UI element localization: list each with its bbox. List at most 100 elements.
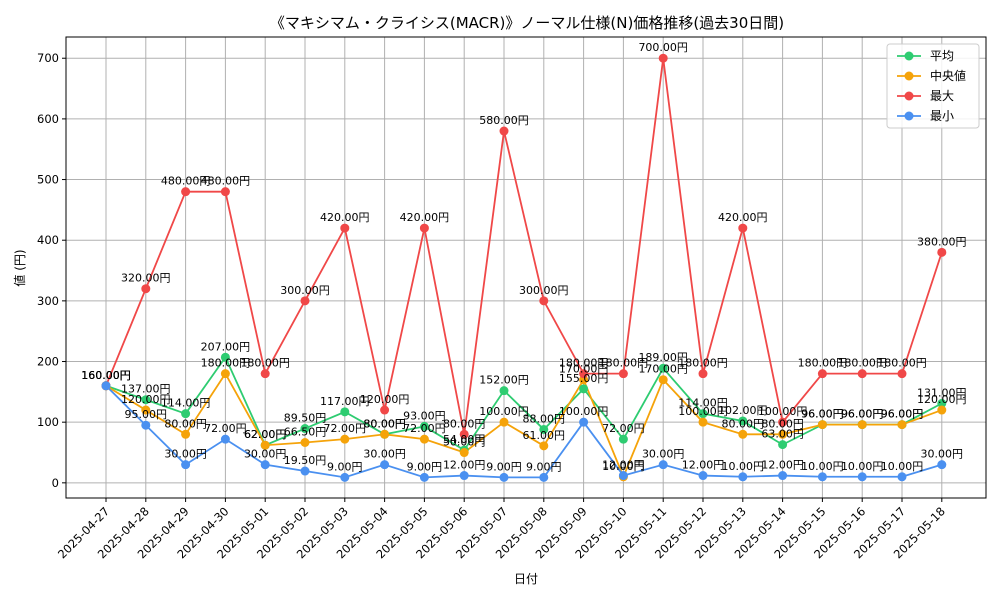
- y-tick-label: 200: [37, 355, 59, 369]
- data-point: [340, 472, 350, 482]
- data-label: 580.00円: [479, 114, 529, 127]
- data-point: [857, 420, 867, 430]
- legend-entry-label: 中央値: [930, 68, 966, 83]
- y-tick-label: 400: [37, 233, 59, 247]
- data-point: [380, 429, 390, 439]
- data-point: [778, 417, 788, 427]
- data-label: 30.00円: [642, 448, 685, 461]
- data-point: [141, 420, 151, 430]
- data-label: 155.00円: [559, 372, 609, 385]
- data-point: [738, 223, 748, 233]
- data-point: [897, 420, 907, 430]
- data-point: [778, 429, 788, 439]
- series-line-1: [105, 371, 943, 480]
- data-point: [499, 386, 509, 396]
- data-point: [340, 434, 350, 444]
- data-label: 180.00円: [201, 357, 251, 370]
- data-label: 180.00円: [798, 357, 848, 370]
- data-label: 9.00円: [327, 460, 363, 473]
- legend-swatch-marker: [904, 91, 914, 101]
- data-label: 189.00円: [638, 351, 688, 364]
- series-line-2: [105, 58, 943, 435]
- data-point: [897, 369, 907, 379]
- data-point: [459, 429, 469, 439]
- data-point: [817, 420, 827, 430]
- data-point: [220, 369, 230, 379]
- data-label: 180.00円: [877, 357, 927, 370]
- data-label: 88.00円: [523, 412, 566, 425]
- data-point: [778, 471, 788, 481]
- data-label: 180.00円: [678, 357, 728, 370]
- data-label: 9.00円: [486, 460, 522, 473]
- data-label: 114.00円: [678, 397, 728, 410]
- data-point: [220, 352, 230, 362]
- data-label: 10.00円: [722, 460, 765, 473]
- data-label: 30.00円: [921, 448, 964, 461]
- data-point: [937, 247, 947, 257]
- data-point: [658, 375, 668, 385]
- data-label: 170.00円: [638, 363, 688, 376]
- data-point: [340, 223, 350, 233]
- y-tick-label: 500: [37, 173, 59, 187]
- data-label: 80.00円: [164, 417, 207, 430]
- data-label: 30.00円: [244, 448, 287, 461]
- data-label: 30.00円: [164, 448, 207, 461]
- data-label: 300.00円: [519, 284, 569, 297]
- data-label: 180.00円: [837, 357, 887, 370]
- data-label: 96.00円: [881, 408, 924, 421]
- data-point: [658, 53, 668, 63]
- data-label: 10.00円: [602, 460, 645, 473]
- data-label: 93.00円: [403, 409, 446, 422]
- y-tick-label: 100: [37, 415, 59, 429]
- data-label: 72.00円: [324, 422, 367, 435]
- data-point: [539, 424, 549, 434]
- data-label: 180.00円: [599, 357, 649, 370]
- data-point: [300, 466, 310, 476]
- data-label: 420.00円: [400, 211, 450, 224]
- data-point: [101, 381, 111, 391]
- data-point: [618, 471, 628, 481]
- data-labels: 160.00円137.00円114.00円207.00円62.00円89.50円…: [81, 41, 966, 473]
- data-point: [380, 405, 390, 415]
- data-point: [817, 369, 827, 379]
- data-label: 66.50円: [284, 425, 327, 438]
- data-point: [539, 296, 549, 306]
- data-point: [181, 460, 191, 470]
- data-point: [937, 398, 947, 408]
- data-label: 114.00円: [161, 397, 211, 410]
- data-point: [618, 369, 628, 379]
- data-label: 72.00円: [403, 422, 446, 435]
- data-label: 96.00円: [841, 408, 884, 421]
- data-label: 120.00円: [917, 393, 967, 406]
- data-label: 12.00円: [682, 459, 725, 472]
- data-label: 180.00円: [240, 357, 290, 370]
- series-line-0: [105, 355, 943, 452]
- data-point: [698, 471, 708, 481]
- y-axis-ticks: 0 100 200 300 400 500 600 700: [37, 51, 66, 490]
- data-point: [738, 429, 748, 439]
- data-label: 380.00円: [917, 235, 967, 248]
- data-point: [300, 437, 310, 447]
- data-label: 80.00円: [363, 417, 406, 430]
- data-label: 10.00円: [881, 460, 924, 473]
- legend-swatch-marker: [904, 111, 914, 121]
- data-point: [937, 460, 947, 470]
- data-point: [141, 405, 151, 415]
- data-point: [817, 472, 827, 482]
- data-point: [340, 407, 350, 417]
- data-point: [459, 471, 469, 481]
- legend-box: [886, 43, 980, 129]
- data-label: 152.00円: [479, 374, 529, 387]
- data-label: 95.00円: [125, 408, 168, 421]
- data-point: [419, 434, 429, 444]
- chart-title: 《マキシマム・クライシス(MACR)》ノーマル仕様(N)価格推移(過去30日間): [270, 14, 784, 32]
- data-label: 160.00円: [81, 369, 131, 382]
- data-point: [181, 409, 191, 419]
- data-label: 96.00円: [801, 408, 844, 421]
- data-point: [459, 448, 469, 458]
- data-label: 80.00円: [722, 417, 765, 430]
- data-label: 9.00円: [526, 460, 562, 473]
- data-point: [220, 187, 230, 197]
- data-label: 89.50円: [284, 412, 327, 425]
